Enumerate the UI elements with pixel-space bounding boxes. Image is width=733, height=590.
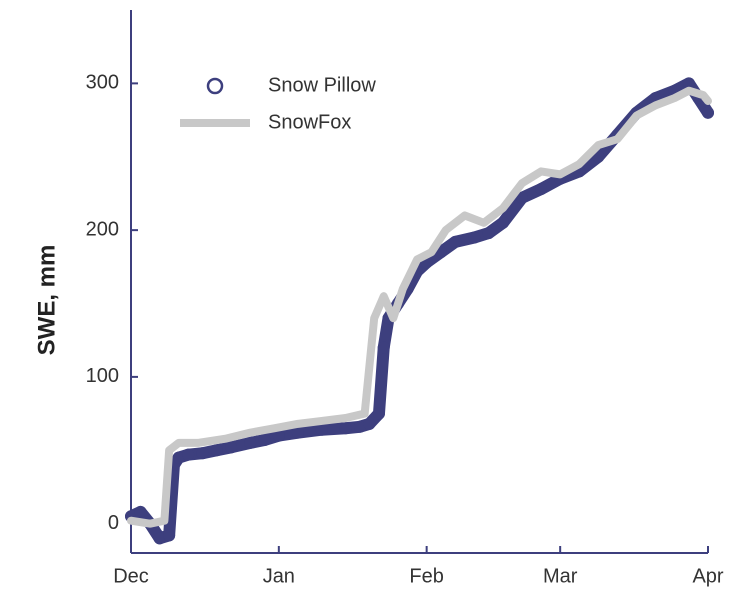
y-tick-label: 300 <box>86 72 119 94</box>
y-tick-label: 100 <box>86 365 119 387</box>
y-axis-label: SWE, mm <box>33 245 60 356</box>
data-point <box>153 532 166 545</box>
data-point <box>496 216 509 229</box>
data-point <box>468 231 481 244</box>
data-point <box>182 448 195 461</box>
x-tick-label: Apr <box>692 565 723 587</box>
data-point <box>592 150 605 163</box>
legend-marker <box>206 77 224 95</box>
data-point <box>225 441 238 454</box>
data-point <box>291 426 304 439</box>
data-point <box>244 436 257 449</box>
data-point <box>172 451 185 464</box>
data-point <box>134 505 147 518</box>
y-tick-label: 0 <box>108 512 119 534</box>
y-tick-label: 200 <box>86 218 119 240</box>
series-line <box>127 86 712 528</box>
data-point <box>449 235 462 248</box>
data-point <box>516 191 529 204</box>
x-tick-label: Dec <box>113 565 149 587</box>
data-point <box>482 227 495 240</box>
data-point <box>210 444 223 457</box>
series-line <box>125 77 714 545</box>
data-point <box>535 183 548 196</box>
data-point <box>372 407 385 420</box>
data-point <box>196 447 209 460</box>
data-point <box>272 429 285 442</box>
data-point <box>377 341 390 354</box>
x-tick-label: Jan <box>263 565 295 587</box>
data-point <box>163 529 176 542</box>
legend-label: SnowFox <box>268 111 351 133</box>
data-point <box>315 423 328 436</box>
data-point <box>258 433 271 446</box>
data-point <box>702 106 714 119</box>
data-point <box>363 417 376 430</box>
x-tick-label: Feb <box>409 565 443 587</box>
x-tick-label: Mar <box>543 565 578 587</box>
data-point <box>682 77 695 90</box>
legend-label: Snow Pillow <box>268 74 376 96</box>
data-point <box>353 420 366 433</box>
data-point <box>339 422 352 435</box>
